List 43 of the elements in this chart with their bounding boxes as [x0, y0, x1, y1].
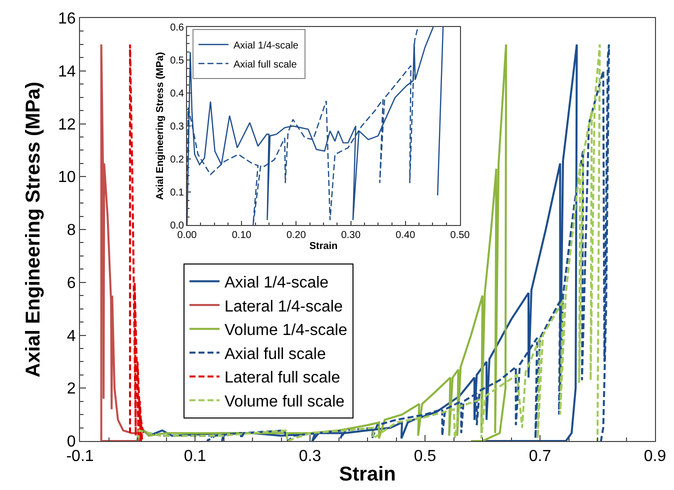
x-tick-label: 0.00 — [177, 230, 198, 241]
legend-label: Axial 1/4-scale — [233, 40, 299, 52]
y-axis-title: Axial Engineering Stress (MPa) — [155, 52, 166, 200]
x-tick-label: 0.30 — [341, 230, 361, 241]
y-tick-label: 0.4 — [170, 88, 184, 100]
legend-label: Lateral 1/4-scale — [224, 298, 343, 316]
y-tick-label: 0.3 — [170, 122, 184, 132]
y-axis-title: Axial Engineering Stress (MPa) — [22, 82, 45, 378]
y-tick-label: 14 — [58, 63, 76, 80]
legend-label: Axial full scale — [233, 59, 298, 70]
y-tick-label: 16 — [58, 10, 76, 28]
legend-label: Axial 1/4-scale — [224, 274, 329, 292]
y-tick-label: 0.6 — [170, 22, 184, 34]
legend-label: Volume 1/4-scale — [224, 322, 348, 340]
y-tick-label: 12 — [58, 116, 76, 134]
x-tick-label: 0.3 — [298, 448, 322, 466]
x-tick-label: -0.1 — [66, 448, 94, 466]
legend-label: Volume full scale — [224, 393, 345, 410]
y-tick-label: 2 — [66, 380, 76, 398]
y-tick-label: 0.0 — [170, 220, 184, 232]
x-tick-label: 0.9 — [644, 448, 666, 466]
line-series — [129, 43, 144, 441]
line-series — [100, 43, 141, 441]
x-tick-label: 0.10 — [232, 230, 252, 241]
y-tick-label: 0.5 — [170, 56, 184, 66]
x-tick-label: 0.5 — [414, 448, 436, 466]
x-tick-label: 0.1 — [184, 448, 206, 466]
x-tick-label: 0.20 — [286, 230, 306, 241]
legend-label: Lateral full scale — [224, 370, 340, 387]
x-tick-label: 0.7 — [528, 448, 552, 466]
y-tick-label: 10 — [58, 169, 76, 186]
legend-label: Axial full scale — [224, 346, 326, 363]
y-tick-label: 0.2 — [170, 154, 184, 166]
y-tick-label: 8 — [66, 222, 76, 240]
x-tick-label: 0.40 — [396, 230, 416, 241]
y-tick-label: 0 — [66, 434, 76, 451]
line-series — [136, 43, 508, 441]
x-tick-label: 0.50 — [450, 230, 470, 241]
x-axis-title: Strain — [339, 464, 396, 486]
y-tick-label: 0.1 — [170, 188, 184, 198]
y-tick-label: 6 — [66, 274, 76, 292]
y-tick-label: 4 — [66, 328, 76, 345]
x-axis-title: Strain — [309, 241, 338, 252]
